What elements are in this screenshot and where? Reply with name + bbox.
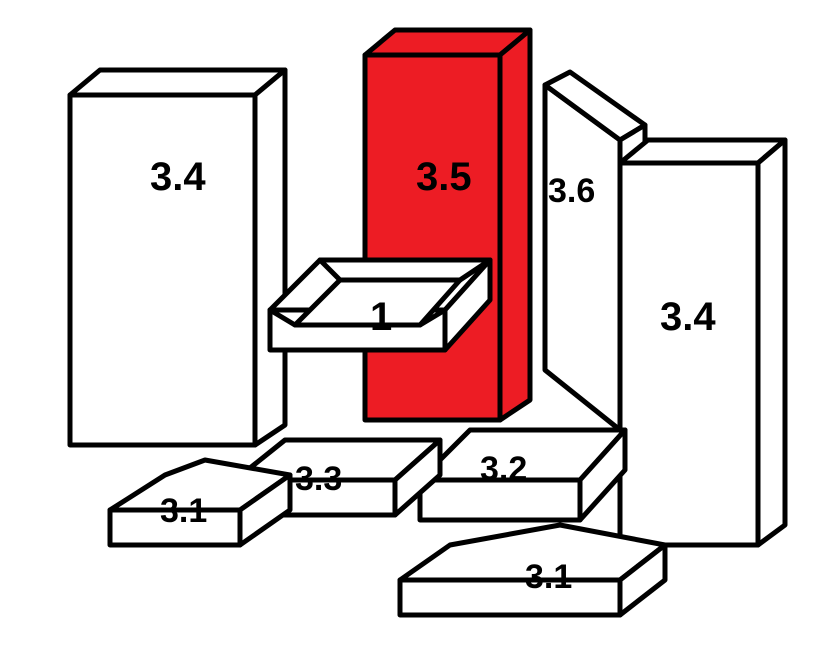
label-brick-3-2: 3.2 bbox=[480, 450, 527, 489]
label-panel-3-5: 3.5 bbox=[416, 155, 472, 200]
panel-3-4-right bbox=[620, 140, 785, 545]
label-panel-3-4-left: 3.4 bbox=[150, 155, 206, 200]
panel-3-4-left bbox=[70, 70, 285, 445]
label-brick-3-3: 3.3 bbox=[295, 460, 342, 499]
label-brick-3-1-left: 3.1 bbox=[160, 492, 207, 531]
label-panel-3-4-right: 3.4 bbox=[660, 295, 716, 340]
label-tray-1: 1 bbox=[370, 295, 392, 340]
label-brick-3-1-right: 3.1 bbox=[525, 558, 572, 597]
exploded-diagram: 3.5 3.4 3.6 3.4 1 3.1 3.3 3.2 3.1 bbox=[0, 0, 816, 665]
label-panel-3-6: 3.6 bbox=[548, 172, 595, 211]
panel-3-5 bbox=[365, 30, 530, 420]
